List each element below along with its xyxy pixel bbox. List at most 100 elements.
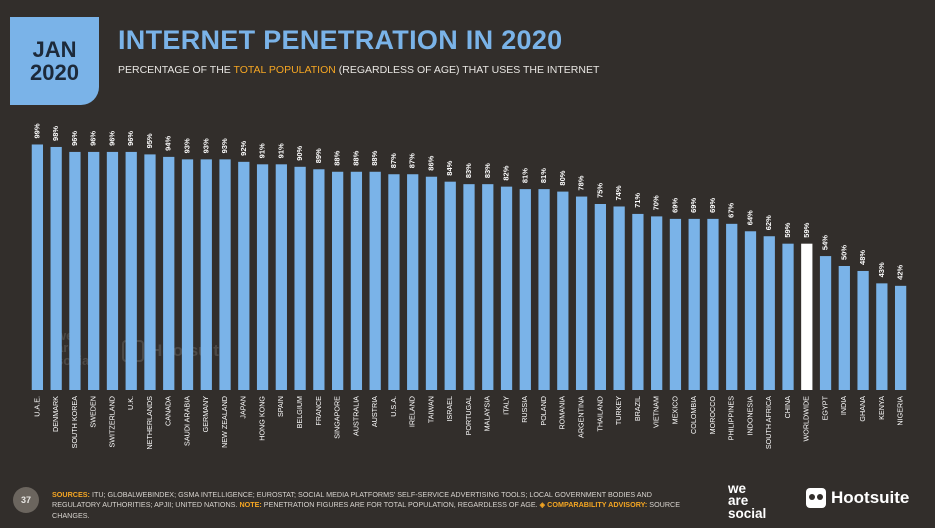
- bar-kenya: [876, 283, 888, 390]
- category-label: GERMANY: [201, 396, 210, 433]
- bar-egypt: [819, 256, 832, 390]
- bar-u-k: [125, 151, 137, 390]
- logo-we: we: [728, 481, 747, 496]
- bar-colombia: [688, 218, 700, 390]
- owl-icon: [806, 488, 826, 508]
- category-label: ROMANIA: [558, 396, 567, 430]
- sources-text: SOURCES: ITU; GLOBALWEBINDEX; GSMA INTEL…: [52, 490, 702, 521]
- bar-saudi-arabia: [181, 159, 194, 390]
- bar-u-a-e: [31, 144, 44, 390]
- value-label: 59%: [802, 222, 811, 237]
- bar-worldwide: [801, 243, 813, 390]
- category-label: KENYA: [877, 396, 886, 420]
- bar-nigeria: [894, 285, 907, 390]
- value-label: 95%: [145, 133, 154, 148]
- value-label: 84%: [445, 160, 454, 175]
- category-label: INDIA: [839, 396, 848, 415]
- category-label: EGYPT: [820, 395, 829, 420]
- value-label: 96%: [107, 131, 116, 146]
- value-label: 90%: [295, 145, 304, 160]
- bar-india: [838, 266, 850, 390]
- we-are-social-logo: we are social: [728, 481, 766, 521]
- category-label: PHILIPPINES: [727, 396, 736, 441]
- category-label: HONG KONG: [257, 396, 266, 441]
- category-label: ISRAEL: [445, 396, 454, 422]
- bar-australia: [350, 171, 363, 390]
- bar-mexico: [669, 218, 682, 390]
- category-label: COLOMBIA: [689, 396, 698, 434]
- bar-poland: [538, 189, 550, 390]
- value-label: 43%: [877, 262, 886, 277]
- category-label: VIETNAM: [652, 396, 661, 428]
- bar-canada: [163, 156, 175, 390]
- bar-china: [782, 243, 794, 390]
- bar-vietnam: [651, 216, 663, 390]
- value-label: 96%: [89, 131, 98, 146]
- value-label: 78%: [577, 175, 586, 190]
- bar-portugal: [463, 184, 475, 390]
- value-label: 54%: [821, 235, 830, 250]
- bar-thailand: [594, 204, 606, 390]
- hootsuite-logo: Hootsuite: [806, 488, 909, 508]
- category-label: SOUTH KOREA: [70, 396, 79, 449]
- category-label: TAIWAN: [426, 396, 435, 423]
- value-label: 69%: [670, 198, 679, 213]
- page-number: 37: [13, 487, 39, 513]
- hootsuite-label: Hootsuite: [831, 488, 910, 507]
- category-label: SPAIN: [276, 396, 285, 417]
- value-label: 81%: [539, 168, 548, 183]
- value-label: 42%: [896, 264, 905, 279]
- category-label: ITALY: [501, 396, 510, 415]
- page-subtitle: PERCENTAGE OF THE TOTAL POPULATION (REGA…: [118, 64, 599, 76]
- bar-spain: [275, 164, 287, 390]
- value-label: 82%: [502, 165, 511, 180]
- value-label: 93%: [182, 138, 191, 153]
- category-label: CHINA: [783, 396, 792, 419]
- value-label: 99%: [32, 123, 41, 138]
- category-label: DENMARK: [51, 396, 60, 432]
- advisory-body: SOURCE CHANGES.: [52, 500, 681, 520]
- value-label: 48%: [858, 250, 867, 265]
- bar-morocco: [707, 218, 719, 390]
- category-label: BELGIUM: [295, 396, 304, 428]
- sources-body: ITU; GLOBALWEBINDEX; GSMA INTELLIGENCE; …: [52, 490, 652, 510]
- category-label: MOROCCO: [708, 396, 717, 435]
- value-label: 83%: [483, 163, 492, 178]
- bar-malaysia: [482, 184, 494, 390]
- bar-switzerland: [106, 151, 119, 390]
- category-label: INDONESIA: [745, 396, 754, 436]
- subtitle-pre: PERCENTAGE OF THE: [118, 64, 234, 76]
- value-label: 50%: [839, 245, 848, 260]
- value-label: 69%: [689, 198, 698, 213]
- category-label: AUSTRALIA: [351, 396, 360, 436]
- category-label: RUSSIA: [520, 396, 529, 423]
- category-label: CANADA: [164, 396, 173, 426]
- bar-south-korea: [69, 151, 81, 390]
- category-label: NIGERIA: [896, 396, 905, 426]
- value-label: 98%: [51, 126, 60, 141]
- date-badge: JAN 2020: [10, 17, 99, 105]
- footer: 37 SOURCES: ITU; GLOBALWEBINDEX; GSMA IN…: [0, 478, 935, 528]
- value-label: 88%: [333, 150, 342, 165]
- category-label: U.K.: [126, 396, 135, 410]
- value-label: 83%: [464, 163, 473, 178]
- bar-turkey: [613, 206, 625, 390]
- bar-sweden: [88, 151, 100, 390]
- category-label: WORLDWIDE: [802, 396, 811, 442]
- category-label: NETHERLANDS: [145, 396, 154, 450]
- category-label: BRAZIL: [633, 396, 642, 421]
- value-label: 87%: [389, 153, 398, 168]
- category-label: IRELAND: [408, 396, 417, 427]
- bar-indonesia: [744, 231, 757, 390]
- value-label: 64%: [745, 210, 754, 225]
- advisory-label: ◈ COMPARABILITY ADVISORY:: [539, 500, 648, 510]
- bar-israel: [444, 181, 456, 390]
- bar-chart: 99% U.A.E. 98% DENMARK 96% SOUTH KOREA 96% SWED…: [31, 123, 907, 450]
- bar-germany: [200, 159, 212, 390]
- category-label: U.A.E.: [32, 396, 41, 417]
- value-label: 91%: [258, 143, 267, 158]
- logo-are: are: [728, 493, 749, 509]
- value-label: 92%: [239, 140, 248, 155]
- bar-taiwan: [425, 176, 438, 390]
- value-label: 81%: [520, 168, 529, 183]
